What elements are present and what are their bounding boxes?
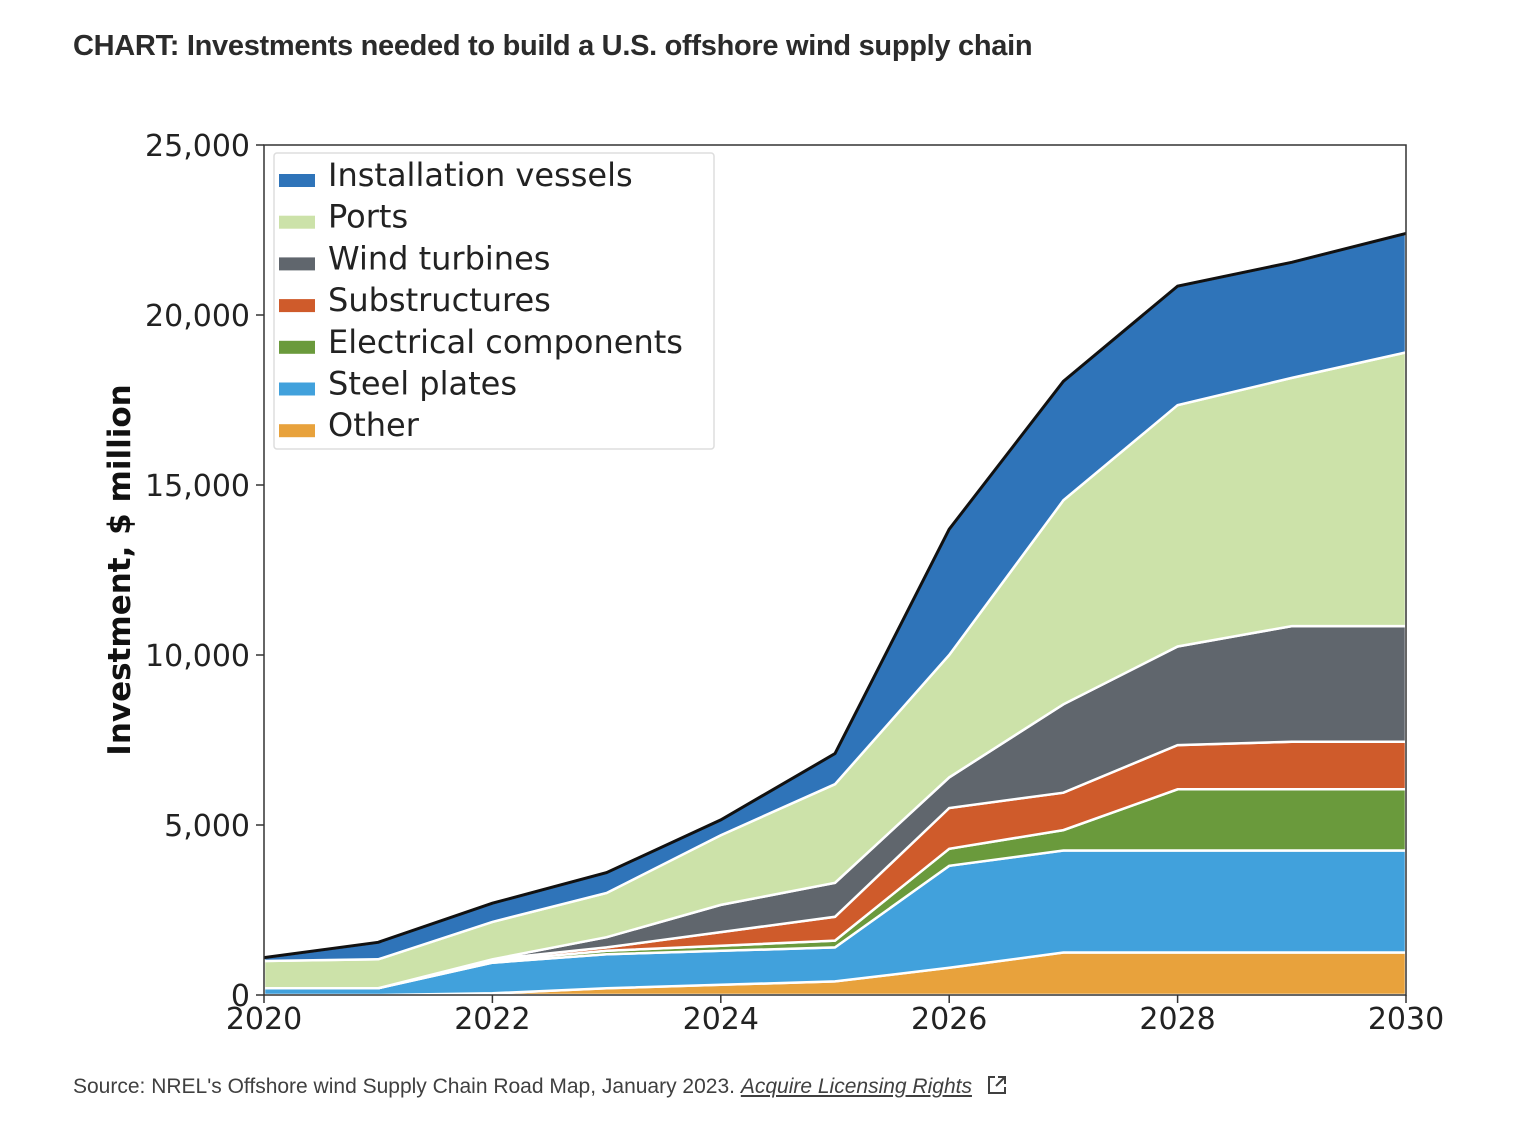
x-axis: 2020 2022 2024 2026 2028 2030 [226,995,1444,1037]
y-tick-label: 25,000 [145,129,250,164]
legend-swatch-substructures [279,299,315,313]
external-link-icon[interactable] [986,1074,1008,1102]
x-tick-label: 2020 [226,1002,302,1037]
plot-frame [263,144,1407,996]
source-text: Source: NREL's Offshore wind Supply Chai… [73,1075,735,1098]
licensing-link[interactable]: Acquire Licensing Rights [740,1075,972,1098]
legend-label-other: Other [328,406,420,444]
source-footer: Source: NREL's Offshore wind Supply Chai… [73,1074,1008,1102]
x-tick-label: 2026 [911,1002,987,1037]
y-tick-label: 20,000 [145,299,250,334]
legend-label-electrical-components: Electrical components [328,323,683,361]
legend-label-steel-plates: Steel plates [328,365,517,403]
x-tick-label: 2030 [1368,1002,1444,1037]
x-tick-label: 2024 [683,1002,759,1037]
legend-swatch-other [279,424,315,438]
y-tick-label: 10,000 [145,639,250,674]
legend-label-ports: Ports [328,198,408,236]
y-axis-label: Investment, $ million [102,384,138,755]
legend-swatch-ports [279,215,315,229]
legend-label-installation-vessels: Installation vessels [328,156,633,194]
legend-box [273,152,715,450]
legend-swatch-wind-turbines [279,257,315,271]
y-axis: 0 5,000 10,000 15,000 20,000 25,000 [145,129,264,1014]
x-tick-label: 2028 [1139,1002,1215,1037]
legend-label-substructures: Substructures [328,281,551,319]
chart-headline: CHART: Investments needed to build a U.S… [73,30,1033,62]
legend-swatch-installation-vessels [279,174,315,187]
legend-swatch-electrical-components [279,340,315,354]
total-outline [263,231,1407,960]
y-tick-label: 5,000 [164,809,250,844]
y-tick-label: 0 [231,979,250,1014]
x-tick-label: 2022 [454,1002,530,1037]
area-layers [262,231,1408,997]
y-tick-label: 15,000 [145,469,250,504]
legend-swatch-steel-plates [279,382,315,396]
legend-label-wind-turbines: Wind turbines [328,239,550,277]
